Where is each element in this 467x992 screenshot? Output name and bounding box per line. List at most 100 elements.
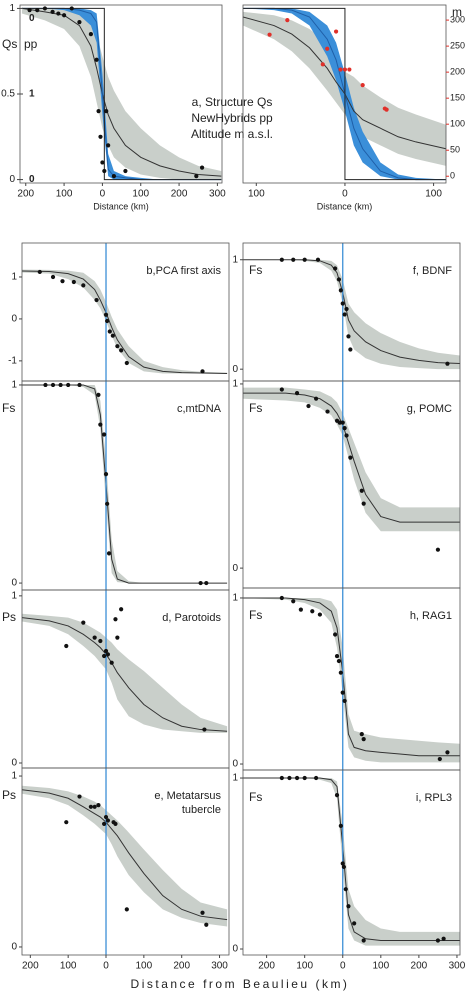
y2-tick-label: 0 bbox=[450, 171, 455, 181]
confidence-band bbox=[21, 8, 222, 180]
panel-title: d, Parotoids bbox=[162, 612, 221, 624]
y-tick-label: 0 bbox=[232, 944, 238, 955]
data-point bbox=[361, 737, 366, 742]
data-point bbox=[200, 910, 205, 915]
data-point bbox=[35, 8, 40, 13]
data-point bbox=[313, 396, 319, 401]
data-point bbox=[313, 775, 319, 781]
data-point bbox=[294, 775, 300, 781]
data-point bbox=[102, 821, 107, 826]
data-point bbox=[198, 580, 203, 586]
confidence-band bbox=[243, 387, 460, 532]
data-point bbox=[103, 814, 109, 820]
y-axis-label: Ps bbox=[2, 788, 16, 802]
y-tick-label: 0 bbox=[11, 314, 17, 325]
data-point bbox=[338, 670, 343, 675]
y2-tick-label: 250 bbox=[450, 40, 465, 50]
y-axis-label: Fs bbox=[249, 401, 262, 415]
data-point bbox=[344, 306, 349, 312]
data-point bbox=[348, 455, 353, 460]
data-point bbox=[88, 804, 93, 809]
y-axis-label: Fs bbox=[2, 401, 15, 415]
data-point bbox=[66, 382, 71, 388]
data-point bbox=[333, 632, 338, 637]
confidence-band bbox=[243, 597, 460, 763]
data-point bbox=[435, 547, 441, 552]
data-point bbox=[320, 62, 325, 67]
x-tick-label: 0 bbox=[103, 961, 109, 972]
data-point bbox=[124, 907, 129, 912]
data-point bbox=[103, 648, 109, 654]
data-point bbox=[360, 83, 365, 88]
data-point bbox=[105, 652, 111, 657]
data-point bbox=[58, 382, 63, 388]
y-tick-label: 0.5 bbox=[1, 89, 15, 100]
confidence-band bbox=[22, 613, 228, 733]
data-point bbox=[333, 29, 339, 34]
data-point bbox=[441, 936, 446, 941]
cline-curve bbox=[243, 597, 460, 757]
cline-curve bbox=[243, 7, 446, 181]
data-point bbox=[61, 13, 67, 18]
data-point bbox=[106, 143, 111, 148]
data-point bbox=[50, 382, 56, 388]
data-point bbox=[343, 887, 348, 892]
x-axis-label: Distance (km) bbox=[317, 201, 373, 211]
data-point bbox=[200, 369, 205, 374]
plot-area bbox=[22, 381, 228, 590]
panel-frame bbox=[21, 767, 230, 956]
legend-entry: a, Structure Qs bbox=[192, 95, 273, 109]
data-point bbox=[342, 698, 347, 704]
data-point bbox=[347, 67, 352, 72]
data-point bbox=[102, 432, 107, 437]
panel-frame bbox=[21, 242, 230, 382]
data-point bbox=[81, 283, 86, 288]
data-point bbox=[445, 750, 450, 755]
x-tick-label: 100 bbox=[56, 189, 73, 200]
y-axis-label: Qs bbox=[2, 37, 17, 51]
plot-area bbox=[243, 588, 460, 770]
data-point bbox=[113, 821, 118, 826]
panel-title: tubercle bbox=[182, 804, 221, 816]
data-point bbox=[43, 382, 48, 388]
y-tick-label: 1 bbox=[11, 771, 17, 782]
data-point bbox=[294, 391, 300, 396]
plot-area bbox=[21, 6, 222, 181]
data-point bbox=[348, 347, 353, 352]
x-tick-label: 100 bbox=[296, 961, 313, 972]
panel-title: b,PCA first axis bbox=[146, 265, 221, 277]
data-point bbox=[310, 609, 315, 614]
data-point bbox=[77, 382, 82, 388]
x-tick-label: 200 bbox=[171, 189, 188, 200]
data-point bbox=[103, 472, 109, 477]
data-point bbox=[361, 938, 366, 943]
cline-curve bbox=[21, 7, 222, 177]
data-point bbox=[325, 46, 330, 51]
y-tick-label: 1 bbox=[232, 593, 238, 604]
y-axis-label: Ps bbox=[2, 610, 16, 624]
confidence-band bbox=[22, 269, 228, 374]
x-tick-label: 200 bbox=[17, 189, 34, 200]
plot-area bbox=[243, 7, 446, 181]
data-point bbox=[361, 501, 366, 506]
x-tick-label: 100 bbox=[248, 189, 265, 200]
data-point bbox=[124, 360, 129, 366]
y-tick-label: -1 bbox=[8, 356, 17, 367]
data-point bbox=[88, 31, 94, 37]
plot-area bbox=[243, 381, 460, 588]
panel-title: e, Metatarsus bbox=[154, 790, 221, 802]
y-tick-label: 1 bbox=[232, 773, 238, 784]
plot-area bbox=[243, 770, 460, 955]
y2-tick-label: 50 bbox=[450, 145, 460, 155]
x-tick-label: 100 bbox=[372, 961, 389, 972]
data-point bbox=[306, 403, 311, 409]
data-point bbox=[199, 165, 205, 170]
data-point bbox=[194, 174, 199, 179]
x-tick-label: 100 bbox=[136, 961, 153, 972]
data-point bbox=[103, 312, 109, 317]
pp-tick-label: 0 bbox=[29, 13, 35, 24]
data-point bbox=[37, 269, 42, 275]
data-point bbox=[204, 922, 209, 927]
data-point bbox=[334, 653, 340, 659]
data-point bbox=[279, 595, 284, 601]
